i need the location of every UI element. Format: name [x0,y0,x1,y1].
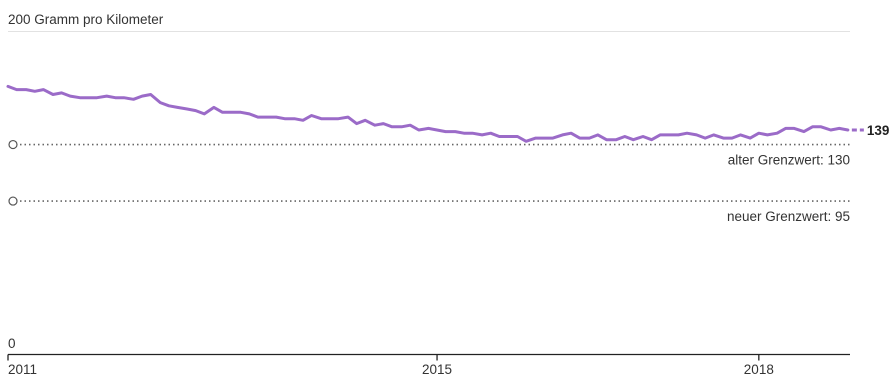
reference-line-old-limit: alter Grenzwert: 130 [8,139,850,168]
reference-marker-new-limit [8,196,18,206]
reference-label-old-limit: alter Grenzwert: 130 [728,153,850,168]
series-line [6,84,850,143]
y-axis-top-label: 200 Gramm pro Kilometer [8,12,164,27]
reference-line-new-limit: neuer Grenzwert: 95 [8,196,850,224]
x-tick-label-2015: 2015 [422,362,452,376]
x-tick-label-2018: 2018 [744,362,774,376]
y-axis-zero-label: 0 [8,336,16,351]
x-tick-2018: 2018 [744,354,774,376]
x-tick-2015: 2015 [422,354,452,376]
x-tick-2011: 2011 [7,354,37,376]
reference-label-new-limit: neuer Grenzwert: 95 [727,209,850,224]
x-tick-label-2011: 2011 [8,362,37,376]
series-end-label: 139 [867,123,890,138]
reference-marker-old-limit [8,139,18,150]
